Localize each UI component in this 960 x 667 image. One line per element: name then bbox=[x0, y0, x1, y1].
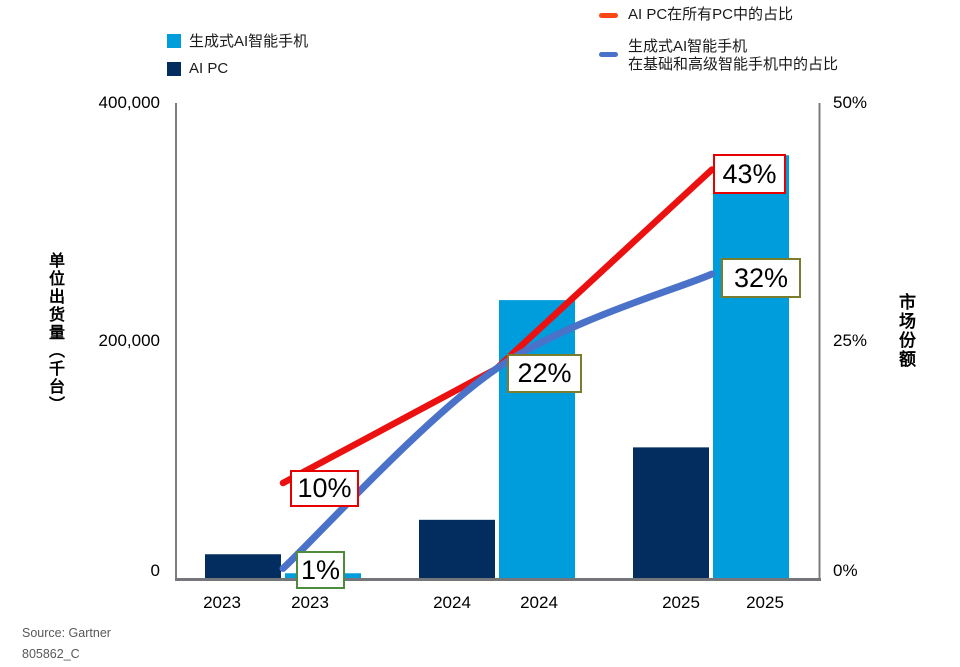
legend-label: 生成式AI智能手机 在基础和高级智能手机中的占比 bbox=[628, 38, 838, 74]
source-text: Source: Gartner bbox=[22, 626, 111, 640]
y-right-tick-50pct: 50% bbox=[833, 93, 868, 112]
bar-ai-pc-2025 bbox=[633, 447, 709, 578]
y-right-tick-25pct: 25% bbox=[833, 331, 868, 350]
legend-label-line1: 生成式AI智能手机 bbox=[628, 38, 748, 55]
legend-item-genai-smartphone: 生成式AI智能手机 bbox=[167, 30, 308, 51]
y-left-axis-title: 单位出货量（千台） bbox=[46, 252, 63, 414]
y-left-tick-0: 0 bbox=[150, 561, 160, 580]
y-right-tick-0pct: 0% bbox=[833, 561, 858, 580]
x-label-2024-pc: 2024 bbox=[433, 593, 471, 612]
bar-ai-pc-2024 bbox=[419, 519, 495, 578]
chart-plot bbox=[175, 103, 821, 581]
genai-smartphone-swatch-icon bbox=[167, 33, 181, 48]
legend-label: AI PC bbox=[189, 60, 229, 77]
y-right-axis-title: 市场份额 bbox=[896, 293, 915, 369]
genai-share-dash-icon bbox=[599, 52, 618, 57]
legend-label-line2: 在基础和高级智能手机中的占比 bbox=[628, 56, 839, 73]
x-label-2024-phone: 2024 bbox=[520, 593, 558, 612]
genai-smartphone-share-line bbox=[279, 270, 716, 572]
legend-label: 生成式AI智能手机 bbox=[189, 33, 309, 50]
bar-ai-pc-2023 bbox=[205, 554, 281, 578]
x-label-2023-pc: 2023 bbox=[203, 593, 241, 612]
x-label-2025-phone: 2025 bbox=[746, 593, 784, 612]
x-label-2025-pc: 2025 bbox=[662, 593, 700, 612]
ai-pc-share-line bbox=[279, 166, 716, 487]
data-label-43pct: 43% bbox=[713, 154, 786, 194]
bar-legend: 生成式AI智能手机 AI PC bbox=[167, 30, 308, 86]
bar-genai-smartphone-2025 bbox=[713, 155, 789, 578]
ai-pc-swatch-icon bbox=[167, 61, 181, 76]
legend-item-genai-share: 生成式AI智能手机 在基础和高级智能手机中的占比 bbox=[599, 38, 838, 74]
x-label-2023-phone: 2023 bbox=[291, 593, 329, 612]
data-label-1pct: 1% bbox=[296, 551, 345, 589]
legend-label: AI PC在所有PC中的占比 bbox=[628, 6, 794, 23]
line-legend: AI PC在所有PC中的占比 生成式AI智能手机 在基础和高级智能手机中的占比 bbox=[599, 6, 838, 88]
y-left-tick-200000: 200,000 bbox=[98, 331, 160, 350]
y-left-tick-400000: 400,000 bbox=[98, 93, 160, 112]
data-label-32pct: 32% bbox=[721, 258, 801, 298]
legend-item-ai-pc: AI PC bbox=[167, 60, 308, 77]
data-label-22pct: 22% bbox=[507, 354, 582, 393]
data-label-10pct: 10% bbox=[290, 470, 359, 507]
document-id: 805862_C bbox=[22, 647, 80, 661]
ai-pc-share-dash-icon bbox=[599, 13, 618, 18]
legend-item-ai-pc-share: AI PC在所有PC中的占比 bbox=[599, 6, 838, 24]
